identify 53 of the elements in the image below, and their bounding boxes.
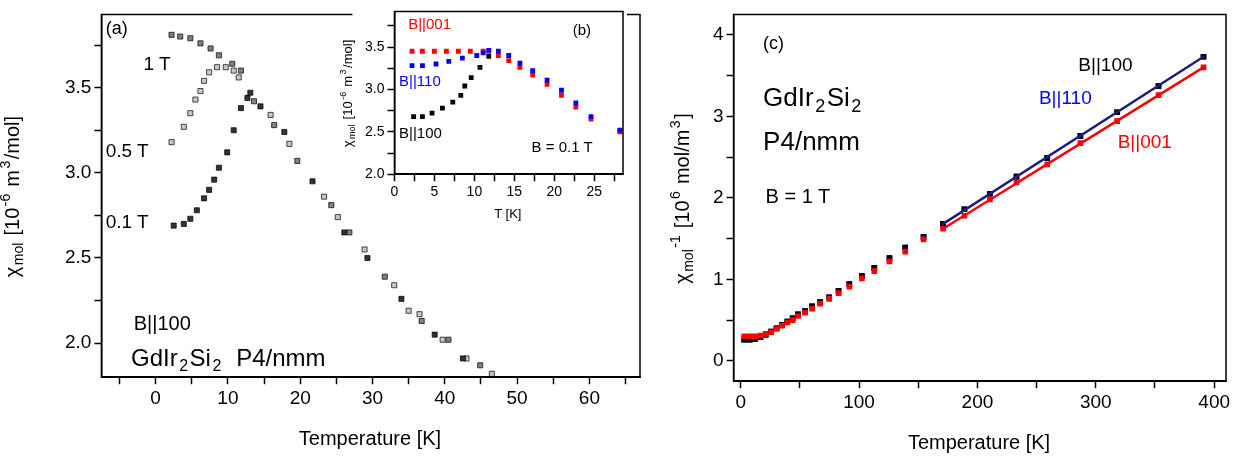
y-tick-label: 3.0 — [64, 161, 92, 183]
series-label: B||001 — [1117, 131, 1172, 153]
series-label: B||001 — [408, 14, 451, 32]
y-tick-label: 2.5 — [64, 246, 92, 268]
series-label: B||100 — [399, 123, 442, 141]
x-axis-title: T [K] — [494, 205, 522, 221]
annotation: (b) — [572, 21, 592, 39]
series-label: B||100 — [1078, 53, 1133, 75]
y-tick-label: 3.5 — [364, 37, 385, 54]
y-tick-label: 2.0 — [64, 331, 92, 353]
annotation: B = 1 T — [765, 185, 831, 208]
x-tick-label: 60 — [578, 386, 600, 408]
series-label: 0.5 T — [105, 140, 150, 162]
x-axis-title: Temperature [K] — [298, 426, 442, 449]
x-tick-label: 10 — [466, 183, 483, 200]
x-tick-label: 200 — [961, 390, 994, 412]
y-axis-title: χmol [10-6 m3/mol] — [338, 39, 357, 148]
y-axis-title: χmol [10-6 m3/mol] — [0, 115, 27, 278]
x-tick-label: 0 — [150, 386, 161, 408]
y-tick-label: 3.0 — [364, 80, 385, 97]
x-tick-label: 20 — [546, 183, 563, 200]
x-tick-label: 0 — [735, 390, 746, 412]
y-tick-label: 0 — [712, 349, 724, 371]
x-tick-label: 300 — [1079, 390, 1112, 412]
annotation: (c) — [763, 32, 785, 53]
x-tick-label: 100 — [843, 390, 875, 412]
series-label: 0.1 T — [105, 211, 150, 233]
annotation: B = 0.1 T — [531, 138, 593, 156]
y-tick-label: 2.0 — [364, 165, 385, 182]
x-tick-label: 0 — [390, 183, 399, 200]
annotation: B||100 — [133, 312, 191, 335]
x-tick-label: 400 — [1198, 390, 1231, 412]
y-tick-label: 3.5 — [64, 75, 92, 97]
y-tick-label: 2.5 — [364, 122, 385, 139]
x-tick-label: 15 — [506, 183, 523, 200]
x-tick-label: 40 — [434, 386, 456, 408]
x-axis-title: Temperature [K] — [907, 430, 1051, 453]
y-tick-label: 1 — [712, 267, 724, 289]
x-tick-label: 30 — [361, 386, 384, 408]
annotation: (a) — [105, 17, 128, 38]
x-tick-label: 10 — [217, 386, 239, 408]
annotation: P4/nmm — [763, 125, 860, 156]
y-tick-label: 3 — [712, 104, 724, 126]
y-tick-label: 2 — [712, 186, 724, 208]
x-tick-label: 25 — [586, 183, 603, 200]
series-label: B||110 — [1038, 87, 1092, 108]
x-tick-label: 5 — [430, 183, 439, 200]
y-tick-label: 4 — [712, 23, 724, 45]
series-label: B||110 — [399, 71, 441, 89]
x-tick-label: 50 — [506, 386, 528, 408]
series-label: 1 T — [143, 53, 171, 75]
x-tick-label: 20 — [289, 386, 311, 408]
y-axis-title: χmol-1 [106 mol/m3] — [667, 113, 697, 284]
